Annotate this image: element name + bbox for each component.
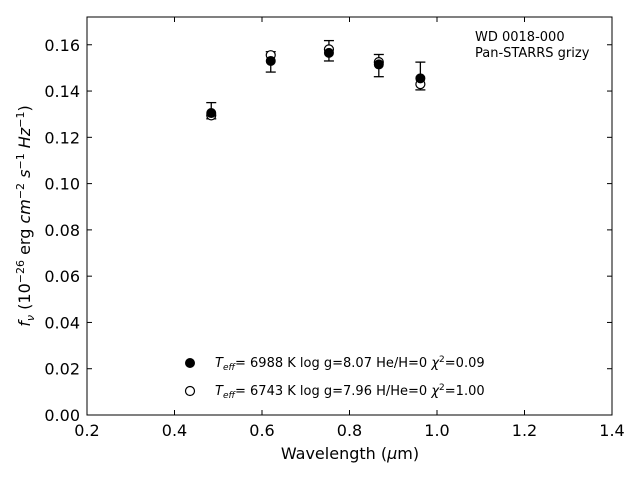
- filled-circle-point: [265, 55, 276, 66]
- y-tick-label: 0.16: [44, 36, 80, 55]
- y-tick-label: 0.12: [44, 128, 80, 147]
- object-name: WD 0018-000: [475, 30, 565, 45]
- axis-ticks: 0.2 0.4 0.6 0.8 1.0 1.2 1.4 0.00 0.02 0.04 0.06 0.0…: [44, 17, 625, 440]
- data-markers: [206, 44, 426, 121]
- x-tick-label: 0.6: [249, 421, 274, 440]
- legend-marker-open: [184, 385, 196, 397]
- y-tick-label: 0.10: [44, 175, 80, 194]
- x-tick-label: 0.4: [162, 421, 187, 440]
- filled-circle-point: [323, 47, 334, 58]
- filled-circle-point: [373, 59, 384, 70]
- y-tick-label: 0.14: [44, 82, 80, 101]
- filled-circle-point: [415, 73, 426, 84]
- legend-entry-1: Teff= 6988 K log g=8.07 He/H=0 χ2=0.09: [215, 355, 485, 373]
- legend: Teff= 6988 K log g=8.07 He/H=0 χ2=0.09 T…: [184, 355, 485, 401]
- filled-circle-point: [206, 108, 217, 119]
- y-tick-label: 0.06: [44, 267, 80, 286]
- y-axis-label: fν (10−26 erg cm−2 s−1 Hz−1): [14, 105, 37, 326]
- y-tick-label: 0.04: [44, 313, 80, 332]
- y-tick-label: 0.02: [44, 360, 80, 379]
- x-tick-label: 1.2: [512, 421, 537, 440]
- x-axis-label: Wavelength (μm): [281, 444, 419, 463]
- x-tick-label: 0.8: [337, 421, 362, 440]
- survey-name: Pan-STARRS grizy: [475, 46, 590, 61]
- x-tick-label: 1.4: [599, 421, 624, 440]
- y-tick-label: 0.08: [44, 221, 80, 240]
- x-tick-label: 0.2: [74, 421, 99, 440]
- legend-marker-filled: [185, 358, 195, 368]
- legend-entry-2: Teff= 6743 K log g=7.96 H/He=0 χ2=1.00: [215, 383, 485, 401]
- x-tick-label: 1.0: [424, 421, 449, 440]
- y-tick-label: 0.00: [44, 406, 80, 425]
- error-bars: [206, 39, 426, 120]
